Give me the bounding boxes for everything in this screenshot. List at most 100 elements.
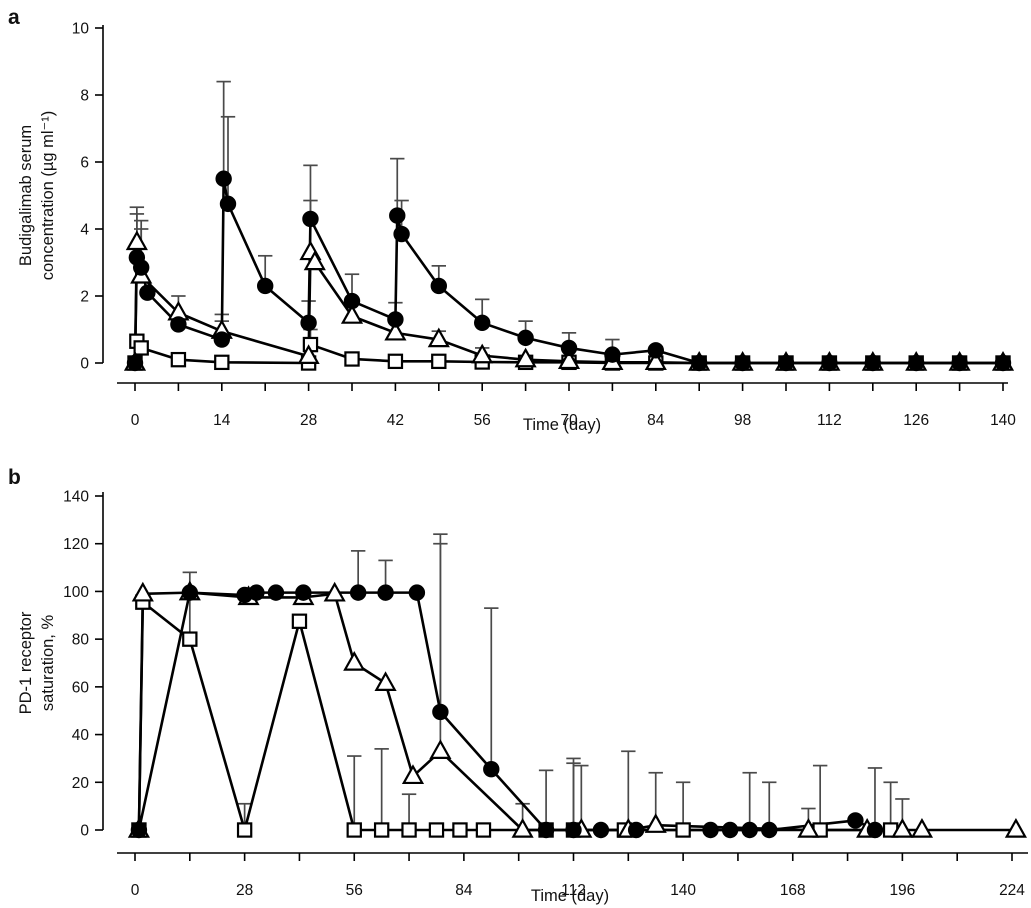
marker-open-triangle: [1004, 817, 1027, 838]
x-tick-label: 112: [817, 412, 842, 429]
marker-filled-circle: [951, 354, 968, 372]
x-tick-label: 28: [300, 412, 317, 429]
marker-open-triangle: [910, 817, 934, 838]
panel-b-letter: b: [8, 466, 21, 489]
marker-open-triangle: [511, 817, 534, 838]
marker-filled-circle: [474, 314, 491, 331]
y-tick-label: 10: [72, 21, 90, 38]
marker-filled-circle: [908, 354, 925, 372]
marker-open-triangle: [644, 350, 667, 371]
x-tick-label: 126: [903, 412, 929, 429]
x-tick-label: 98: [734, 412, 751, 429]
x-tick-label: 56: [346, 882, 363, 899]
x-axis-title: Time (day): [523, 416, 601, 434]
marker-open-square: [387, 353, 404, 370]
y-tick-label: 40: [72, 727, 90, 744]
marker-open-triangle: [644, 813, 667, 833]
marker-filled-circle: [560, 339, 578, 357]
x-tick-label: 168: [780, 882, 806, 899]
marker-filled-circle: [627, 821, 645, 839]
marker-filled-circle: [181, 584, 199, 601]
marker-filled-circle: [592, 821, 610, 839]
marker-filled-circle: [483, 760, 500, 778]
marker-filled-circle: [248, 584, 265, 601]
marker-filled-circle: [866, 821, 884, 839]
y-tick-label: 6: [80, 155, 89, 172]
marker-filled-circle: [139, 284, 156, 301]
x-tick-label: 70: [560, 412, 578, 429]
marker-filled-circle: [721, 821, 739, 839]
y-tick-label: 0: [80, 823, 89, 840]
marker-filled-circle: [219, 195, 237, 213]
y-axis-title: concentration (µg ml⁻¹): [39, 111, 57, 281]
marker-open-square: [373, 822, 390, 838]
marker-open-square: [346, 822, 362, 838]
marker-open-triangle: [374, 671, 397, 691]
marker-filled-circle: [847, 812, 864, 829]
marker-filled-circle: [537, 821, 555, 839]
marker-filled-circle: [130, 821, 148, 839]
marker-filled-circle: [343, 292, 361, 310]
y-tick-label: 2: [80, 289, 89, 306]
marker-filled-circle: [994, 354, 1012, 372]
x-tick-label: 140: [990, 412, 1016, 429]
marker-open-triangle: [125, 230, 148, 251]
marker-filled-circle: [702, 821, 719, 839]
marker-open-triangle: [471, 343, 494, 364]
marker-open-triangle: [343, 650, 366, 671]
marker-open-square: [214, 354, 230, 371]
marker-open-triangle: [429, 739, 452, 759]
marker-open-triangle: [557, 349, 581, 370]
marker-open-square: [170, 351, 187, 368]
x-tick-label: 0: [131, 412, 140, 429]
y-axis-title: Budigalimab serum: [17, 125, 35, 266]
marker-open-triangle: [384, 320, 407, 341]
marker-open-square: [344, 351, 360, 367]
marker-filled-circle: [408, 584, 426, 601]
marker-filled-circle: [133, 259, 150, 276]
x-tick-label: 0: [131, 882, 140, 899]
marker-filled-circle: [821, 354, 838, 372]
marker-open-square: [133, 340, 149, 356]
y-tick-label: 120: [63, 536, 89, 553]
marker-filled-circle: [741, 821, 758, 839]
marker-open-square: [675, 822, 691, 838]
x-tick-label: 14: [213, 412, 231, 429]
marker-filled-circle: [170, 316, 187, 333]
marker-filled-circle: [300, 314, 317, 331]
marker-filled-circle: [691, 354, 708, 372]
y-tick-label: 20: [72, 775, 90, 792]
marker-filled-circle: [777, 354, 795, 372]
y-tick-label: 8: [80, 88, 89, 105]
marker-filled-circle: [432, 703, 449, 721]
marker-filled-circle: [430, 277, 447, 295]
x-tick-label: 56: [474, 412, 491, 429]
marker-open-triangle: [131, 581, 154, 602]
marker-open-triangle: [797, 817, 820, 838]
marker-filled-circle: [389, 207, 406, 224]
x-tick-label: 84: [455, 882, 473, 899]
series-open-triangle-line: [137, 591, 1016, 832]
y-tick-label: 140: [63, 489, 89, 506]
y-axis-title: saturation, %: [39, 615, 57, 712]
x-axis-title: Time (day): [531, 887, 609, 905]
marker-open-square: [182, 631, 198, 647]
marker-open-square: [452, 822, 468, 838]
marker-filled-circle: [349, 584, 367, 601]
marker-filled-circle: [377, 584, 394, 601]
marker-open-triangle: [303, 250, 326, 271]
marker-open-square: [428, 822, 445, 838]
marker-open-triangle: [323, 581, 346, 602]
marker-filled-circle: [734, 354, 751, 372]
panel-a-letter: a: [8, 6, 20, 29]
marker-filled-circle: [864, 354, 881, 372]
x-tick-label: 28: [236, 882, 253, 899]
marker-filled-circle: [267, 584, 285, 601]
y-tick-label: 80: [72, 632, 90, 649]
marker-filled-circle: [215, 170, 232, 187]
marker-filled-circle: [393, 225, 410, 243]
marker-open-triangle: [401, 764, 425, 785]
marker-open-triangle: [427, 327, 450, 348]
marker-open-triangle: [297, 344, 320, 364]
